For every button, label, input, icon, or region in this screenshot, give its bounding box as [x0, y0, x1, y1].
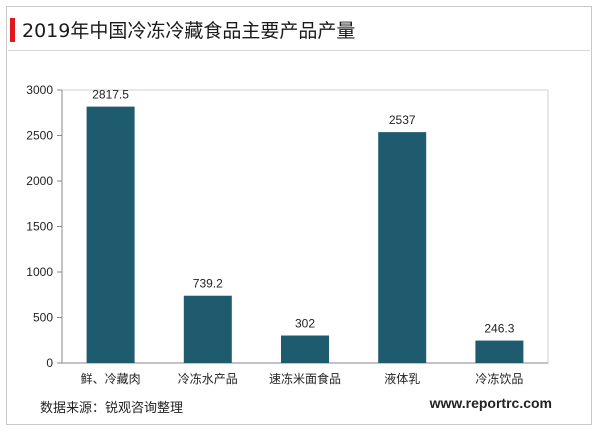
category-label: 液体乳	[384, 371, 420, 386]
y-tick-label: 0	[46, 356, 53, 370]
value-label: 739.2	[193, 277, 223, 291]
website-link[interactable]: www.reportrc.com	[429, 395, 552, 411]
chart-frame	[6, 6, 592, 425]
category-label: 冷冻水产品	[178, 371, 238, 386]
y-tick-label: 500	[33, 311, 53, 325]
category-label: 冷冻饮品	[475, 371, 523, 386]
value-labels: 2817.5 739.2 302 2537 246.3	[92, 88, 514, 336]
title-divider	[8, 50, 590, 51]
value-label: 302	[295, 317, 315, 331]
title-accent-bar	[10, 18, 15, 42]
y-tick-label: 2000	[26, 174, 53, 188]
bar	[86, 106, 135, 364]
y-tick-label: 1500	[26, 220, 53, 234]
value-label: 246.3	[484, 322, 514, 336]
y-tick-label: 2500	[26, 129, 53, 143]
y-tick-label: 3000	[26, 83, 53, 97]
category-labels: 鲜、冷藏肉 冷冻水产品 速冻米面食品 液体乳 冷冻饮品	[81, 371, 524, 386]
bar	[475, 340, 524, 363]
bars	[86, 106, 524, 364]
bar	[378, 132, 427, 363]
value-label: 2537	[389, 113, 416, 127]
bar	[281, 335, 329, 363]
data-source-note: 数据来源：锐观咨询整理	[40, 401, 184, 416]
y-tick-label: 1000	[26, 265, 53, 279]
bar	[183, 295, 232, 363]
y-tick-labels: 0 500 1000 1500 2000 2500 3000	[26, 83, 53, 370]
category-label: 鲜、冷藏肉	[81, 372, 141, 386]
value-label: 2817.5	[92, 88, 129, 102]
page-title: 2019年中国冷冻冷藏食品主要产品产量	[22, 20, 356, 42]
category-label: 速冻米面食品	[269, 371, 341, 386]
